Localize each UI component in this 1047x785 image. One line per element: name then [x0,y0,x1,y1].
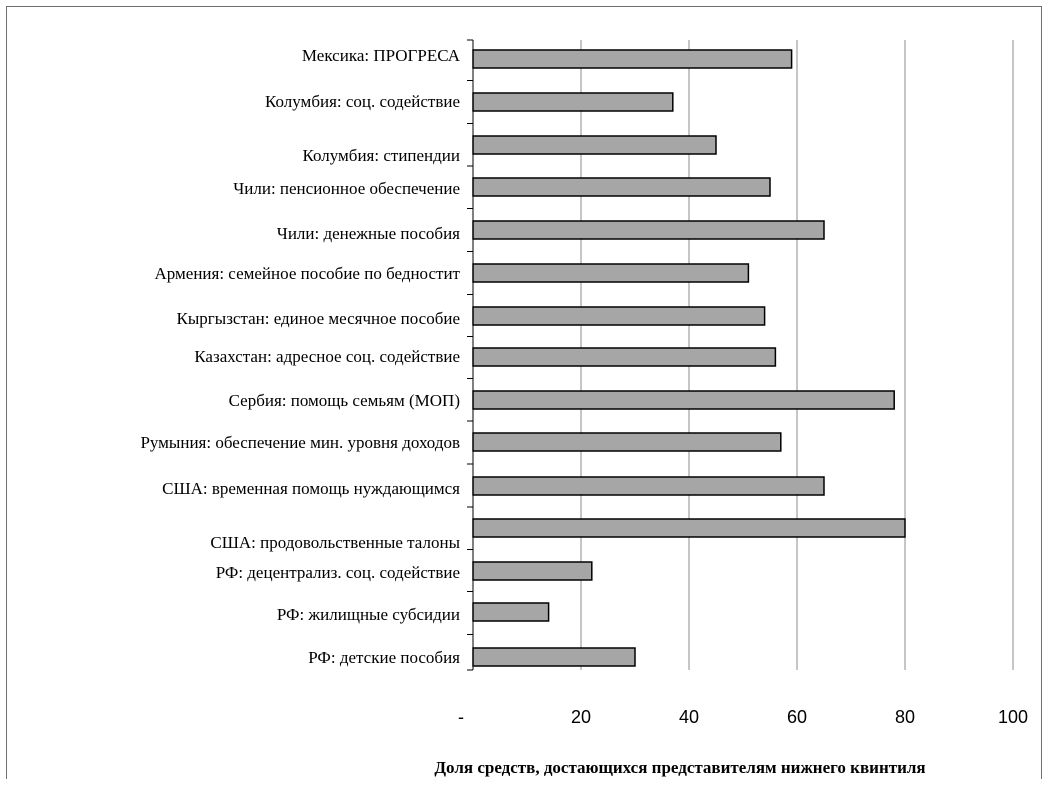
bar [472,602,550,622]
bar [472,561,593,581]
x-tick-label: 60 [787,707,807,727]
category-label: РФ: децентрализ. соц. содействие [216,563,460,582]
category-label: США: временная помощь нуждающимся [162,479,460,498]
bar [472,220,825,240]
category-label: Чили: пенсионное обеспечение [233,179,460,198]
bar [472,177,771,197]
bar [472,49,793,69]
x-axis-title: Доля средств, достающихся представителям… [434,758,925,777]
bar [472,306,766,326]
category-labels: Мексика: ПРОГРЕСА Колумбия: соц. содейств… [140,46,460,667]
category-label: Кыргызстан: единое месячное пособие [177,309,460,328]
bar [472,263,750,283]
bar [472,647,636,667]
bar [472,390,895,410]
x-tick-label: - [458,707,464,727]
x-tick-label: 40 [679,707,699,727]
category-label: Колумбия: соц. содействие [265,92,460,111]
category-label: Колумбия: стипендии [303,146,460,165]
bar [472,92,674,112]
x-tick-label: 20 [571,707,591,727]
bar [472,518,906,538]
category-label: Мексика: ПРОГРЕСА [302,46,461,65]
bar [472,135,717,155]
category-label: РФ: жилищные субсидии [277,605,460,624]
x-tick-labels: - 20 40 60 80 100 [458,707,1028,727]
category-label: Казахстан: адресное соц. содействие [194,347,460,366]
bar [472,347,777,367]
category-label: Сербия: помощь семьям (МОП) [229,391,460,410]
category-label: Армения: семейное пособие по бедностит [155,264,461,283]
category-label: Чили: денежные пособия [277,224,460,243]
bar [472,476,825,496]
bar [472,432,782,452]
category-label: США: продовольственные талоны [210,533,460,552]
category-label: Румыния: обеспечение мин. уровня доходов [140,433,460,452]
x-tick-label: 100 [998,707,1028,727]
y-axis-ticks [467,39,473,671]
category-label: РФ: детские пособия [308,648,460,667]
x-tick-label: 80 [895,707,915,727]
